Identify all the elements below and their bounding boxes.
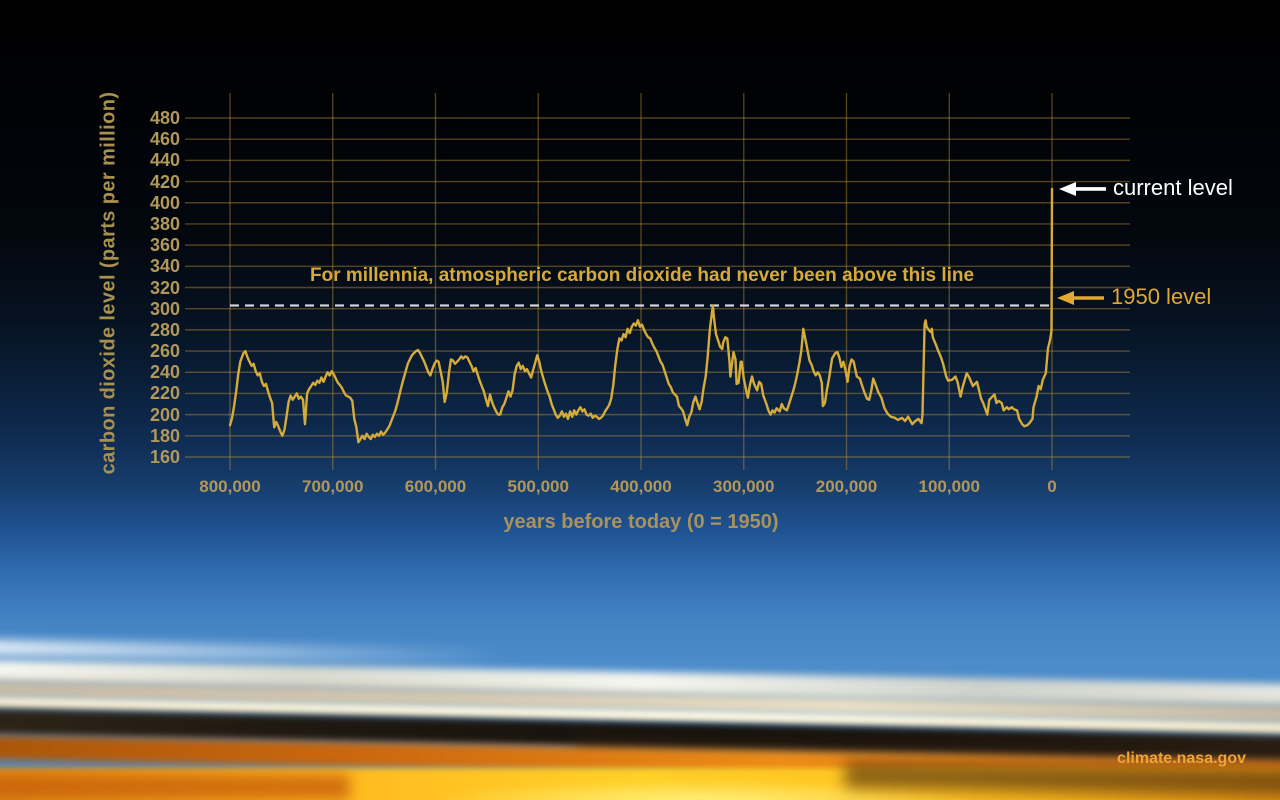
y-tick-label: 180 xyxy=(149,425,180,446)
threshold-annotation: For millennia, atmospheric carbon dioxid… xyxy=(309,265,975,286)
y-axis-title: carbon dioxide level (parts per million) xyxy=(97,91,120,475)
x-tick-label: 300,000 xyxy=(713,477,775,496)
x-tick-label: 800,000 xyxy=(199,477,261,496)
x-axis-title: years before today (0 = 1950) xyxy=(503,511,779,533)
y-tick-label: 380 xyxy=(149,213,180,234)
1950-level-arrow-head xyxy=(1057,291,1074,305)
y-tick-label: 420 xyxy=(149,171,180,192)
y-tick-label: 240 xyxy=(149,362,180,383)
y-tick-label: 480 xyxy=(149,108,180,128)
x-tick-label: 500,000 xyxy=(507,477,569,496)
x-tick-label: 700,000 xyxy=(302,477,364,496)
y-tick-label: 280 xyxy=(149,319,180,340)
sunset-left-streak xyxy=(0,774,350,800)
x-tick-label: 400,000 xyxy=(610,477,672,496)
y-tick-label: 300 xyxy=(149,298,180,319)
y-tick-label: 220 xyxy=(149,383,180,404)
y-tick-label: 160 xyxy=(149,447,180,467)
y-tick-label: 260 xyxy=(149,341,180,362)
y-tick-label: 320 xyxy=(149,277,180,298)
sunset-hotspot xyxy=(420,780,980,800)
y-tick-label: 460 xyxy=(149,129,180,150)
y-tick-label: 200 xyxy=(149,404,180,425)
y-tick-label: 360 xyxy=(149,235,180,256)
y-tick-label: 440 xyxy=(149,150,180,171)
y-tick-label: 400 xyxy=(149,192,180,213)
current-level-label: current level xyxy=(1113,174,1233,200)
x-tick-label: 200,000 xyxy=(815,477,878,496)
x-tick-label: 0 xyxy=(1047,477,1057,496)
co2-series-line xyxy=(228,187,1054,444)
x-tick-label: 100,000 xyxy=(918,477,980,496)
earth-horizon-photo xyxy=(0,598,1280,800)
y-tick-label: 340 xyxy=(149,256,180,277)
x-tick-label: 600,000 xyxy=(404,477,467,496)
current-level-arrow-head xyxy=(1059,181,1076,196)
1950-level-label: 1950 level xyxy=(1111,284,1212,309)
climate-nasa-gov-watermark: climate.nasa.gov xyxy=(1117,750,1246,767)
